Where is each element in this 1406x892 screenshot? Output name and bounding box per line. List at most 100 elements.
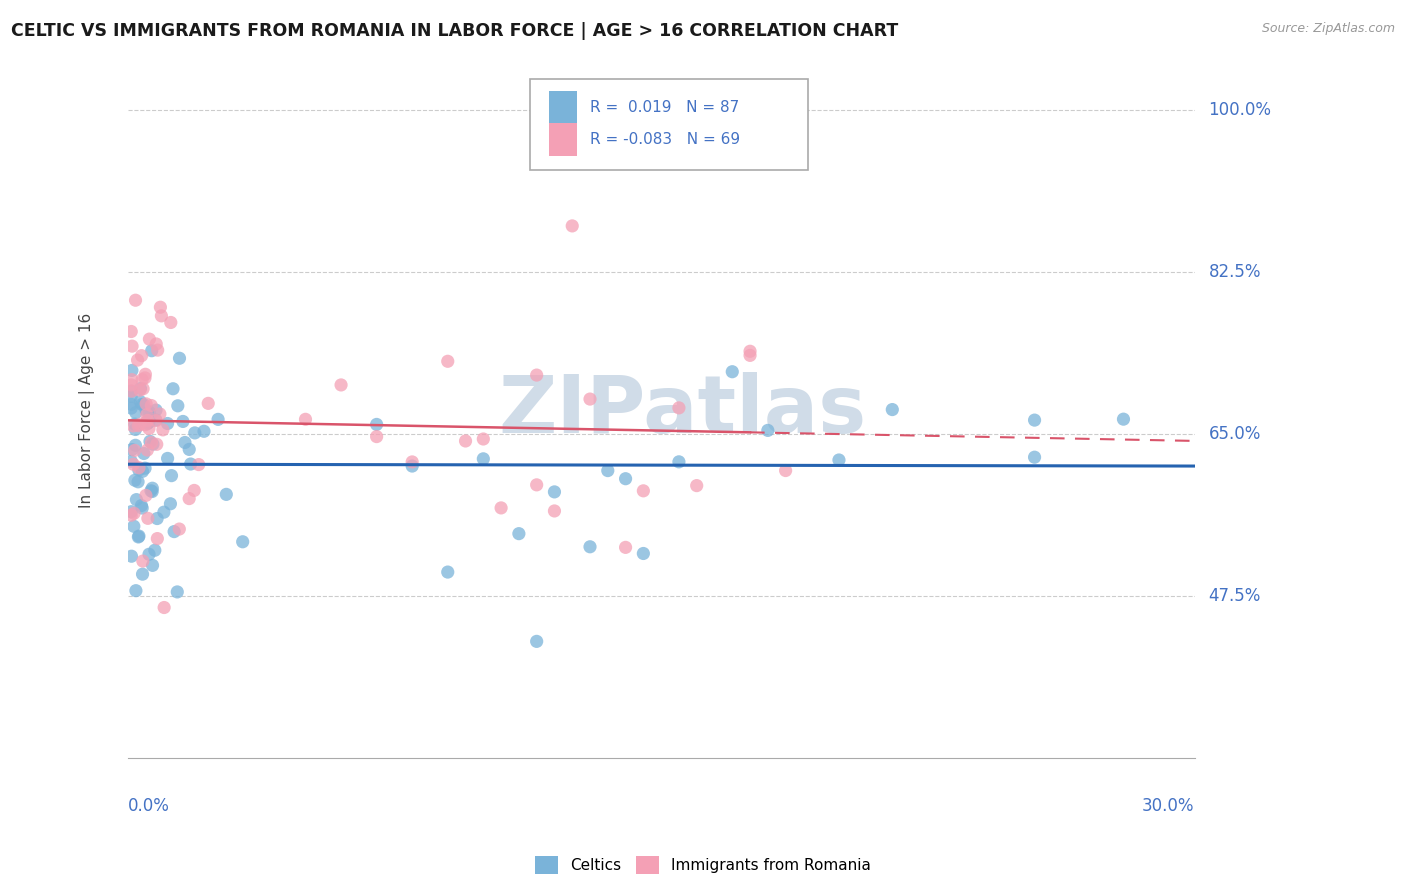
Point xyxy=(146,343,169,357)
Point xyxy=(596,464,619,478)
Point xyxy=(122,458,145,472)
Point xyxy=(1024,450,1046,465)
Point xyxy=(124,422,146,436)
Point xyxy=(136,443,159,458)
Point xyxy=(179,491,201,506)
Point xyxy=(180,457,202,471)
Text: In Labor Force | Age > 16: In Labor Force | Age > 16 xyxy=(79,313,96,508)
Point xyxy=(775,463,797,477)
Point xyxy=(121,339,143,353)
Point xyxy=(131,373,153,387)
Point xyxy=(135,488,157,502)
Point xyxy=(128,463,150,477)
Point xyxy=(127,418,149,433)
Point xyxy=(436,565,458,579)
Point xyxy=(668,455,690,469)
Point xyxy=(138,405,160,419)
Point xyxy=(131,397,153,411)
Point xyxy=(1112,412,1135,426)
Point xyxy=(134,371,156,385)
Point xyxy=(436,354,458,368)
Point xyxy=(1024,413,1046,427)
Point xyxy=(120,505,142,519)
Point xyxy=(121,373,143,387)
Point xyxy=(738,348,761,362)
Point xyxy=(128,529,150,543)
Point xyxy=(166,399,188,413)
Point xyxy=(138,547,160,561)
Point xyxy=(122,506,145,520)
Point xyxy=(136,415,159,429)
Point xyxy=(120,401,142,416)
Point xyxy=(721,365,744,379)
Point xyxy=(122,418,145,433)
Point xyxy=(828,453,851,467)
Bar xyxy=(550,123,576,156)
Point xyxy=(330,378,353,392)
Point xyxy=(294,412,316,426)
Point xyxy=(129,417,152,431)
Point xyxy=(145,437,167,451)
Point xyxy=(172,414,194,428)
Point xyxy=(183,483,205,498)
Point xyxy=(124,417,146,431)
Text: 100.0%: 100.0% xyxy=(1209,102,1271,120)
Point xyxy=(142,437,165,451)
Point xyxy=(138,332,160,346)
Point xyxy=(756,424,779,438)
Point xyxy=(139,409,162,424)
Point xyxy=(143,543,166,558)
Point xyxy=(163,524,186,539)
Point xyxy=(141,558,163,573)
Point xyxy=(120,325,142,339)
Point xyxy=(169,351,191,366)
Point xyxy=(738,344,761,359)
Point xyxy=(131,567,153,582)
Point xyxy=(686,478,709,492)
Point xyxy=(207,412,229,426)
Point xyxy=(145,337,167,351)
Point xyxy=(184,425,207,440)
Point xyxy=(125,492,148,507)
Point xyxy=(128,460,150,475)
Point xyxy=(121,549,143,564)
Text: 65.0%: 65.0% xyxy=(1209,425,1261,443)
Point xyxy=(153,600,176,615)
Point xyxy=(179,442,201,457)
Point xyxy=(472,432,495,446)
Point xyxy=(401,455,423,469)
Point xyxy=(561,219,583,233)
Point xyxy=(472,451,495,466)
Point xyxy=(124,293,146,308)
Point xyxy=(141,343,163,358)
Point xyxy=(120,378,142,392)
Point xyxy=(156,417,179,431)
Point xyxy=(166,585,188,599)
Point xyxy=(614,541,637,555)
Point xyxy=(131,499,153,513)
Point xyxy=(215,487,238,501)
Point xyxy=(150,309,173,323)
Point xyxy=(125,583,148,598)
Point xyxy=(366,429,388,443)
Point xyxy=(135,403,157,417)
Point xyxy=(121,384,143,399)
Point xyxy=(131,501,153,516)
Point xyxy=(543,484,565,499)
Point xyxy=(668,401,690,415)
FancyBboxPatch shape xyxy=(530,79,808,170)
Point xyxy=(633,546,655,560)
Point xyxy=(124,473,146,487)
Text: 30.0%: 30.0% xyxy=(1142,797,1195,814)
Point xyxy=(454,434,477,448)
Point xyxy=(136,417,159,431)
Point xyxy=(129,382,152,396)
Point xyxy=(882,402,904,417)
Point xyxy=(197,396,219,410)
Point xyxy=(131,349,153,363)
Point xyxy=(132,554,155,568)
Point xyxy=(633,483,655,498)
Point xyxy=(526,634,548,648)
Text: 47.5%: 47.5% xyxy=(1209,587,1261,605)
Point xyxy=(127,353,149,368)
